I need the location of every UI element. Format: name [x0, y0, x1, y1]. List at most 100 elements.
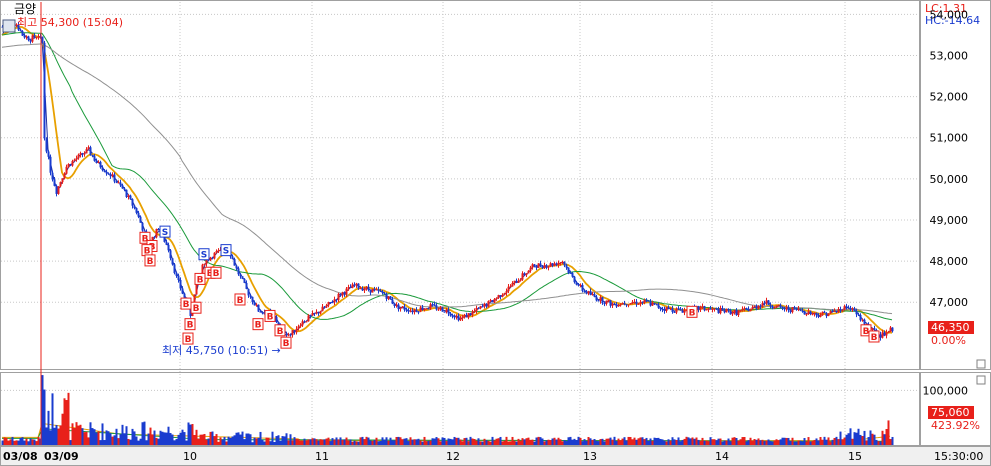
candle-body — [255, 304, 258, 306]
candle-body — [811, 313, 814, 315]
calendar-icon[interactable] — [2, 19, 16, 33]
volume-bar — [117, 438, 120, 445]
volume-bar — [335, 437, 338, 445]
volume-bar — [505, 436, 508, 445]
volume-bar — [279, 440, 282, 445]
candle-body — [233, 259, 236, 266]
time-tick-label: 03/09 — [44, 450, 79, 463]
candle-body — [541, 266, 544, 269]
candle-body — [785, 307, 788, 310]
candle-body — [123, 188, 126, 190]
marker-box — [860, 324, 872, 337]
volume-bar — [545, 440, 548, 445]
candle-body — [543, 265, 546, 269]
volume-bar — [523, 439, 526, 445]
candle-body — [15, 24, 18, 26]
buy-marker: B — [210, 266, 222, 279]
volume-bar — [349, 439, 352, 445]
candle-body — [647, 300, 650, 302]
volume-bar — [339, 437, 342, 445]
ma-long-line — [1, 43, 893, 315]
volume-bar — [431, 438, 434, 445]
volume-bar — [105, 430, 108, 445]
volume-bar — [179, 432, 182, 445]
candle-body — [205, 259, 208, 264]
volume-bar — [373, 440, 376, 445]
volume-bar — [325, 438, 328, 445]
volume-bar — [447, 438, 450, 445]
candle-body — [559, 262, 562, 264]
candle-body — [385, 294, 388, 299]
volume-bar — [425, 441, 428, 445]
candle-body — [287, 334, 290, 336]
candle-body — [55, 185, 58, 194]
volume-bar — [167, 426, 170, 445]
candle-body — [215, 251, 218, 253]
volume-bar — [377, 441, 380, 445]
volume-bar — [45, 427, 48, 445]
volume-bar — [731, 437, 734, 445]
volume-bar — [77, 425, 80, 445]
time-axis-frame — [0, 446, 991, 466]
volume-bar — [865, 440, 868, 445]
candle-body — [325, 305, 328, 308]
candle-body — [697, 306, 700, 310]
volume-bar — [685, 436, 688, 445]
volume-bar — [575, 440, 578, 445]
volume-bar — [543, 441, 546, 445]
candle-body — [581, 284, 584, 292]
candle-body — [611, 303, 614, 306]
candle-body — [835, 310, 838, 313]
volume-bar — [711, 439, 714, 445]
candle-body — [315, 311, 318, 314]
volume-bar — [225, 441, 228, 445]
volume-bar — [423, 436, 426, 445]
volume-bar — [69, 440, 72, 445]
volume-bar — [847, 433, 850, 445]
candle-body — [119, 182, 122, 186]
volume-bar — [391, 440, 394, 445]
candle-body — [471, 311, 474, 316]
volume-bar — [825, 439, 828, 445]
candle-body — [261, 312, 264, 314]
volume-bar — [525, 438, 528, 445]
volume-bar — [93, 429, 96, 445]
candle-body — [193, 294, 196, 308]
candle-body — [397, 304, 400, 310]
candle-body — [67, 164, 70, 167]
candle-body — [25, 36, 28, 38]
volume-bar — [579, 437, 582, 445]
candle-body — [881, 332, 884, 338]
volume-bar — [319, 439, 322, 445]
candle-body — [675, 308, 678, 313]
marker-letter: B — [213, 269, 220, 279]
candle-body — [871, 328, 874, 330]
volume-bar — [409, 437, 412, 445]
candle-body — [777, 304, 780, 306]
price-panel-handle-icon[interactable] — [976, 359, 986, 369]
candle-body — [81, 153, 84, 155]
volume-bar — [433, 438, 436, 445]
volume-bar — [755, 439, 758, 445]
volume-bar — [855, 432, 858, 445]
volume-bar — [459, 439, 462, 445]
volume-bar — [229, 437, 232, 445]
volume-bar — [237, 432, 240, 445]
candle-body — [99, 161, 102, 168]
volume-bar — [23, 440, 26, 445]
candle-body — [183, 293, 186, 298]
candle-body — [457, 315, 460, 321]
candle-body — [429, 304, 432, 309]
candle-body — [175, 273, 178, 276]
hc-label: HC:-14.64 — [925, 14, 980, 27]
candle-body — [863, 319, 866, 325]
volume-bar — [481, 441, 484, 445]
volume-bar — [61, 413, 64, 445]
volume-panel-handle-icon[interactable] — [976, 375, 986, 385]
candle-body — [407, 310, 410, 312]
candle-body — [449, 313, 452, 316]
volume-bar — [365, 436, 368, 445]
candle-body — [401, 306, 404, 308]
volume-bar — [633, 437, 636, 445]
